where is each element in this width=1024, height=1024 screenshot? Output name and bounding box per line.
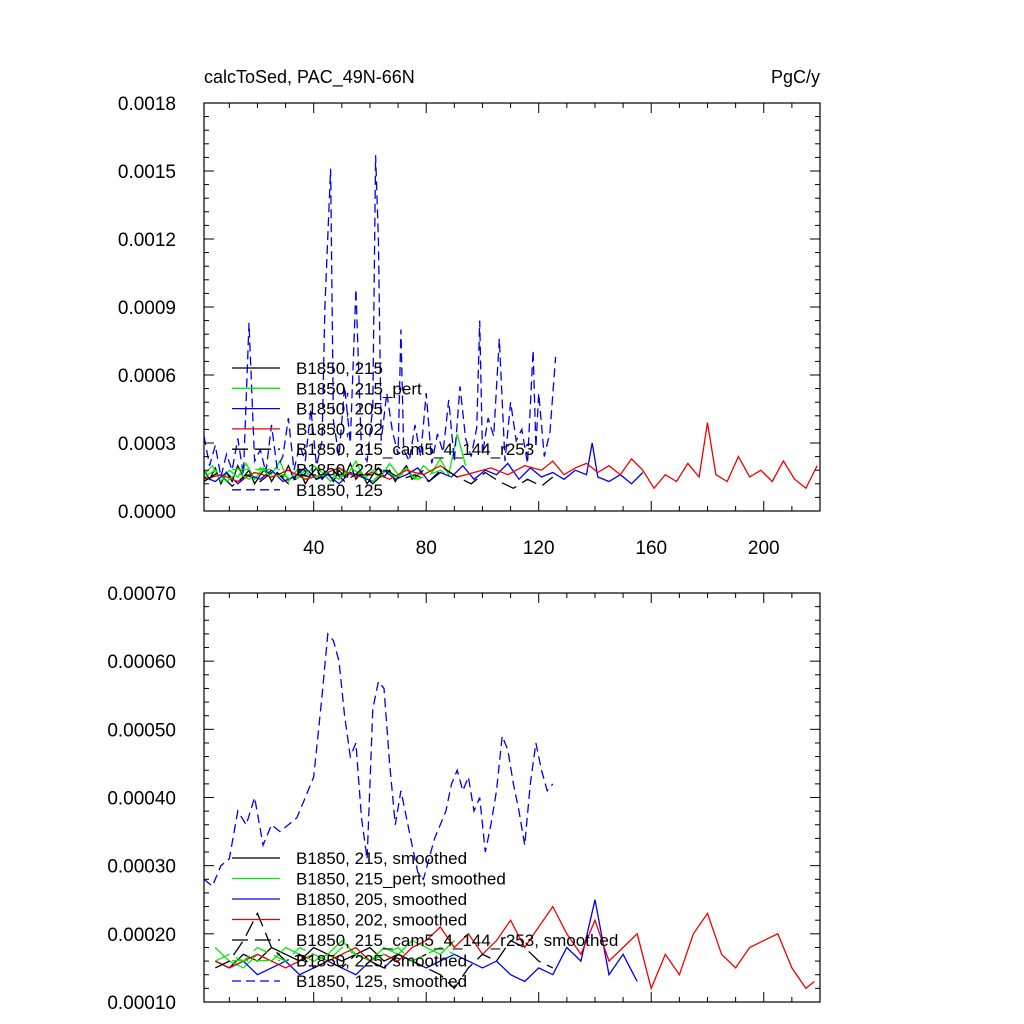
- legend-label: B1850, 215: [296, 359, 383, 378]
- legend: B1850, 215, smoothed B1850, 215_pert, smo…: [232, 849, 618, 991]
- legend-label: B1850, 205: [296, 400, 383, 419]
- legend-label: B1850, 205, smoothed: [296, 890, 467, 909]
- legend-label: B1850, 215_cam5_4_144_r253, smoothed: [296, 931, 618, 950]
- y-tick-label: 0.00040: [107, 789, 176, 810]
- y-tick-label: 0.0015: [118, 162, 176, 183]
- y-tick-label: 0.00030: [107, 857, 176, 878]
- legend-label: B1850, 202: [296, 420, 383, 439]
- x-tick-label: 160: [635, 538, 667, 559]
- bottom-panel: 0.00010 0.00020 0.00030 0.00040 0.00050 0.000…: [107, 584, 821, 1014]
- x-tick-label: 80: [416, 538, 437, 559]
- series-line-1-4: [215, 911, 554, 990]
- x-tick-label: 200: [748, 538, 780, 559]
- series-line-1-1: [214, 939, 455, 969]
- x-tick-label: 40: [303, 538, 324, 559]
- y-tick-label: 0.00070: [107, 584, 176, 605]
- series-line-0-5: [203, 467, 452, 483]
- y-tick-label: 0.0009: [118, 298, 176, 319]
- top-panel: 40 80 120 160 200 0.0000 0.0003 0.0006 0.0009 0.0…: [118, 94, 821, 559]
- y-tick-label: 0.0012: [118, 230, 176, 251]
- series-line-0-3: [203, 422, 818, 490]
- legend-label: B1850, 215, smoothed: [296, 849, 467, 868]
- legend-label: B1850, 225, smoothed: [296, 952, 467, 971]
- legend-label: B1850, 125, smoothed: [296, 972, 467, 991]
- legend-label: B1850, 202, smoothed: [296, 911, 467, 930]
- chart-title: calcToSed, PAC_49N-66N: [204, 67, 415, 88]
- legend-label: B1850, 215_pert, smoothed: [296, 870, 506, 889]
- y-tick-label: 0.0000: [118, 502, 176, 523]
- y-tick-label: 0.00060: [107, 652, 176, 673]
- x-tick-label: 120: [523, 538, 555, 559]
- legend-label: B1850, 215_pert: [296, 379, 422, 398]
- series-line-1-6: [203, 632, 554, 888]
- y-tick-label: 0.00050: [107, 720, 176, 741]
- y-tick-label: 0.0006: [118, 366, 176, 387]
- chart-units: PgC/y: [771, 67, 820, 87]
- y-tick-label: 0.00020: [107, 925, 176, 946]
- y-tick-label: 0.00010: [107, 993, 176, 1014]
- series-line-1-5: [215, 946, 455, 962]
- series-line-0-4: [203, 467, 554, 490]
- series-line-0-6: [203, 155, 557, 478]
- legend-label: B1850, 125: [296, 481, 383, 500]
- legend-label: B1850, 225: [296, 461, 383, 480]
- y-tick-label: 0.0018: [118, 94, 176, 115]
- series-line-0-1: [203, 433, 467, 483]
- y-tick-label: 0.0003: [118, 434, 176, 455]
- legend-label: B1850, 215_cam5_4_144_r253: [296, 440, 534, 459]
